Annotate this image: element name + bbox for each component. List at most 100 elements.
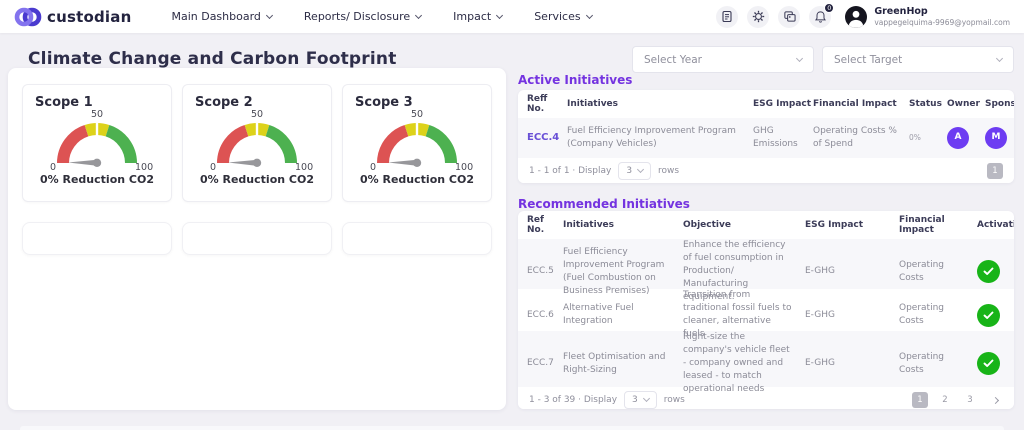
initiative-ref-link[interactable]: ECC.4: [527, 131, 560, 143]
menu-main-dashboard[interactable]: Main Dashboard: [171, 10, 273, 23]
custodian-logo-icon: [14, 7, 42, 26]
col-status: Status: [909, 99, 942, 109]
table-row: ECC.6 Alternative Fuel Integration Trans…: [518, 289, 1014, 339]
scope-2-gauge-chart: 0 50 100: [210, 109, 313, 173]
objective-text: Transition from traditional fossil fuels…: [683, 290, 792, 340]
active-rows-label: rows: [658, 166, 680, 176]
recommended-page-size-select[interactable]: 3: [624, 391, 657, 409]
objective-text: Right-size the company's vehicle fleet -…: [683, 332, 790, 395]
notifications-button[interactable]: 0: [809, 2, 835, 28]
esg-impact-value: GHG Emissions: [753, 125, 798, 149]
financial-impact-value: Operating Costs: [899, 351, 944, 375]
placeholder-card: [182, 222, 332, 255]
select-target-dropdown[interactable]: Select Target: [822, 46, 1014, 73]
recommended-rows-label: rows: [663, 395, 685, 405]
active-initiatives-table: Reff No. Initiatives ESG Impact Financia…: [518, 90, 1014, 183]
esg-impact-value: E-GHG: [805, 358, 835, 369]
gauge-mid-label: 50: [91, 109, 103, 120]
scope-1-title: Scope 1: [35, 95, 93, 110]
gauge-max-label: 100: [135, 162, 153, 173]
active-initiatives-title: Active Initiatives: [518, 73, 633, 87]
active-page-size-select[interactable]: 3: [618, 162, 652, 180]
gauge-mid-label: 50: [251, 109, 263, 120]
active-pagination: 1 - 1 of 1 · Display 3 rows 1: [518, 158, 1014, 183]
chevron-down-icon: [585, 11, 593, 19]
gauge-max-label: 100: [455, 162, 473, 173]
col-initiatives: Initiatives: [563, 220, 615, 230]
esg-impact-value: E-GHG: [805, 266, 835, 277]
active-page-1-button[interactable]: 1: [987, 163, 1003, 179]
user-menu[interactable]: GreenHop vappegelquima-9969@yopmail.com: [844, 5, 1010, 29]
recommended-page-3-button[interactable]: 3: [967, 395, 973, 405]
chevron-down-icon: [795, 54, 804, 62]
scope-2-title: Scope 2: [195, 95, 253, 110]
table-row: ECC.7 Fleet Optimisation and Right-Sizin…: [518, 331, 1014, 394]
brand-name: custodian: [47, 7, 132, 26]
user-name: GreenHop: [874, 6, 928, 18]
footer-card-edge: [20, 426, 1004, 430]
report-icon-button[interactable]: [716, 5, 739, 28]
navbar-actions: 0 GreenHop vappegelquima-9969@yopmail.co…: [716, 2, 1010, 29]
chevron-down-icon: [642, 394, 650, 403]
scope-2-card: Scope 2 0 50 100 0% Reduction CO2: [182, 84, 332, 202]
recommended-page-size-value: 3: [632, 395, 638, 405]
select-target-placeholder: Select Target: [834, 53, 903, 66]
scope-3-card: Scope 3 0 50 100 0% Reduction CO2: [342, 84, 492, 202]
recommended-page-2-button[interactable]: 2: [942, 395, 948, 405]
objective-text: Enhance the efficiency of fuel consumpti…: [683, 240, 786, 303]
scopes-panel: Scope 1 0 50 100 0% Reduction CO2 Scope …: [8, 68, 506, 410]
status-value: 0%: [909, 132, 921, 142]
settings-icon-button[interactable]: [747, 5, 770, 28]
sponsor-avatar[interactable]: M: [985, 127, 1007, 149]
active-table-header: Reff No. Initiatives ESG Impact Financia…: [518, 90, 1014, 118]
gallery-icon-button[interactable]: [778, 5, 801, 28]
gallery-icon: [784, 11, 796, 22]
menu-main-dashboard-label: Main Dashboard: [171, 10, 261, 23]
placeholder-row: [22, 222, 492, 255]
chevron-right-icon: [991, 396, 999, 404]
check-icon: [983, 359, 994, 368]
main-menu: Main Dashboard Reports/ Disclosure Impac…: [171, 10, 593, 23]
menu-reports-disclosure[interactable]: Reports/ Disclosure: [304, 10, 423, 23]
col-initiatives: Initiatives: [567, 99, 619, 109]
scope-1-gauge-chart: 0 50 100: [50, 109, 153, 173]
gauge-max-label: 100: [295, 162, 313, 173]
owner-avatar[interactable]: A: [947, 127, 969, 149]
scope-3-gauge-chart: 0 50 100: [370, 109, 473, 173]
activate-button[interactable]: [977, 303, 1000, 327]
col-owner: Owner: [947, 99, 980, 109]
bell-icon: [814, 10, 826, 23]
chevron-down-icon: [496, 11, 504, 19]
col-objective: Objective: [683, 220, 731, 230]
avatar: [845, 5, 868, 28]
check-icon: [983, 311, 994, 319]
notification-badge: 0: [824, 2, 835, 13]
recommended-pagination-summary: 1 - 3 of 39 · Display: [529, 395, 618, 405]
financial-impact-value: Operating Costs: [899, 259, 944, 283]
recommended-initiatives-table: Ref No. Initiatives Objective ESG Impact…: [518, 211, 1014, 409]
col-esg-impact: ESG Impact: [805, 220, 864, 230]
financial-impact-value: Operating Costs: [899, 303, 944, 327]
placeholder-card: [22, 222, 172, 255]
esg-impact-value: E-GHG: [805, 309, 835, 320]
select-year-dropdown[interactable]: Select Year: [632, 46, 814, 73]
placeholder-card: [342, 222, 492, 255]
col-sponsor: Sponsor: [985, 99, 1014, 109]
gauge-min-label: 0: [210, 162, 216, 173]
scope-2-value: 0% Reduction CO2: [200, 173, 314, 186]
gear-icon: [752, 10, 764, 23]
menu-impact[interactable]: Impact: [453, 10, 504, 23]
brand-logo[interactable]: custodian: [14, 6, 131, 28]
col-reff-no: Reff No.: [527, 94, 548, 114]
recommended-page-1-button[interactable]: 1: [912, 392, 928, 408]
recommended-next-page-button[interactable]: [987, 392, 1003, 408]
table-row[interactable]: ECC.4 Fuel Efficiency Improvement Progra…: [518, 118, 1014, 158]
scope-1-value: 0% Reduction CO2: [40, 173, 154, 186]
col-activation: Activation: [977, 220, 1014, 230]
scope-3-title: Scope 3: [355, 95, 413, 110]
initiative-ref: ECC.7: [527, 358, 554, 369]
activate-button[interactable]: [977, 352, 1000, 376]
menu-services-label: Services: [534, 10, 581, 23]
activate-button[interactable]: [977, 260, 1000, 284]
menu-services[interactable]: Services: [534, 10, 593, 23]
